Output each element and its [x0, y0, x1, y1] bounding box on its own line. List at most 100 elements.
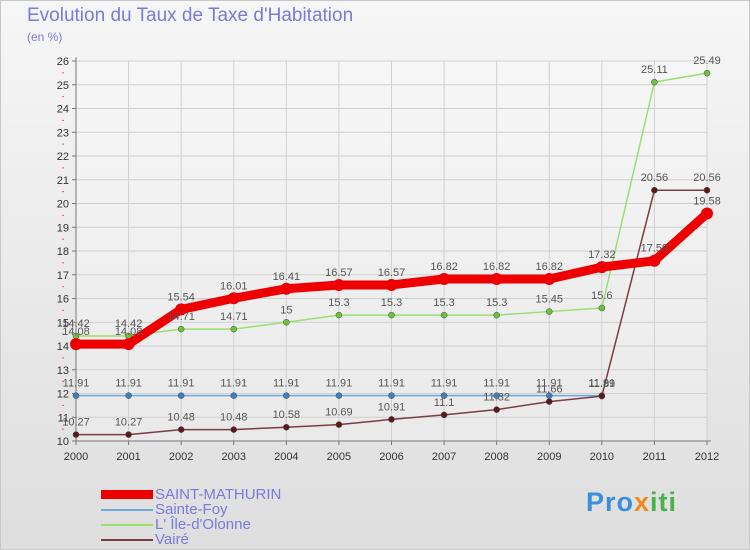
y-tick-label-16: 16 [57, 294, 69, 306]
data-point-vaire-2011 [651, 186, 658, 194]
data-point-sainte-foy-2003 [230, 392, 237, 399]
data-label-l-ile-d-olonne-2010: 15.6 [591, 290, 612, 302]
proxiti-logo: Proxiti [586, 487, 677, 518]
x-tick-label-2000: 2000 [64, 451, 88, 463]
y-tick-label-26: 26 [57, 56, 69, 68]
y-tick-label-25: 25 [57, 80, 69, 92]
data-label-sainte-foy-2002: 11.91 [168, 378, 195, 390]
data-point-vaire-2002 [177, 426, 185, 433]
legend-label-ile-d-olonne: L' Île-d'Olonne [155, 516, 251, 533]
data-label-vaire-2004: 10.58 [273, 409, 301, 421]
legend-item-vaire: Vairé [101, 532, 281, 547]
data-point-vaire-2004 [283, 423, 290, 431]
chart-title: Evolution du Taux de Taxe d'Habitation [27, 5, 354, 26]
data-point-sainte-foy-2006 [388, 392, 395, 399]
logo-part-1: Pro [586, 487, 635, 517]
data-label-saint-mathurin-2001: 14.08 [115, 326, 143, 338]
data-point-vaire-2001 [125, 431, 132, 438]
y-tick-label-11: 11 [58, 412, 69, 424]
y-tick-label-21: 21 [57, 175, 69, 187]
y-tick-label-17: 17 [57, 270, 69, 282]
data-label-vaire-2008: 11.32 [483, 392, 510, 404]
data-label-sainte-foy-2000: 11.91 [63, 378, 90, 390]
chart-subtitle: (en %) [27, 30, 63, 44]
x-tick-label-2004: 2004 [274, 451, 298, 463]
data-point-vaire-2012 [703, 186, 711, 194]
data-label-l-ile-d-olonne-2005: 15.3 [328, 297, 349, 309]
y-tick-label-13: 13 [57, 365, 69, 377]
data-point-sainte-foy-2000 [72, 392, 80, 399]
data-label-sainte-foy-2005: 11.91 [326, 378, 353, 390]
data-point-vaire-2010 [598, 392, 606, 400]
x-tick-label-2011: 2011 [643, 451, 667, 463]
data-point-vaire-2007 [440, 411, 448, 419]
data-label-saint-mathurin-2004: 16.41 [273, 271, 301, 283]
legend-label-saint-mathurin: SAINT-MATHURIN [155, 486, 282, 503]
data-point-saint-mathurin-2005 [332, 278, 345, 291]
data-label-saint-mathurin-2012: 19.58 [693, 195, 721, 207]
data-point-saint-mathurin-2001 [122, 338, 135, 351]
x-tick-label-2007: 2007 [432, 451, 456, 463]
y-tick-label-15: 15 [57, 317, 69, 329]
data-point-l-ile-d-olonne-2002 [177, 325, 185, 333]
data-label-vaire-2011: 20.56 [641, 172, 669, 184]
data-label-l-ile-d-olonne-2003: 14.71 [220, 311, 248, 323]
data-label-vaire-2006: 10.91 [378, 401, 406, 413]
data-point-vaire-2008 [493, 406, 500, 413]
legend-swatch-vaire [101, 538, 153, 541]
data-label-vaire-2007: 11.1 [434, 397, 455, 409]
x-tick-label-2005: 2005 [327, 451, 351, 463]
data-label-l-ile-d-olonne-2011: 25.11 [641, 64, 668, 76]
y-tick-label-10: 10 [57, 436, 69, 448]
data-point-vaire-2006 [388, 416, 395, 423]
logo-part-2: x [634, 487, 651, 517]
data-point-l-ile-d-olonne-2011 [651, 78, 658, 86]
legend-item-ile-d-olonne: L' Île-d'Olonne [101, 517, 281, 532]
x-tick-label-2001: 2001 [116, 451, 140, 463]
data-point-saint-mathurin-2012 [701, 207, 713, 220]
legend-swatch-sainte-foy [101, 508, 153, 511]
data-label-l-ile-d-olonne-2007: 15.3 [433, 297, 454, 309]
data-label-sainte-foy-2010: 11.91 [588, 378, 615, 390]
y-tick-label-20: 20 [57, 199, 69, 211]
data-point-saint-mathurin-2008 [490, 273, 503, 286]
data-label-l-ile-d-olonne-2004: 15 [280, 304, 292, 316]
x-tick-label-2008: 2008 [484, 451, 508, 463]
x-tick-label-2012: 2012 [695, 451, 719, 463]
data-label-vaire-2012: 20.56 [693, 172, 721, 184]
data-label-vaire-2010: 11.89 [588, 378, 615, 390]
data-point-vaire-2003 [230, 426, 237, 433]
data-point-saint-mathurin-2006 [385, 278, 398, 291]
data-point-sainte-foy-2007 [440, 392, 448, 399]
data-point-l-ile-d-olonne-2005 [335, 311, 343, 319]
data-label-sainte-foy-2009: 11.91 [536, 378, 563, 390]
y-tick-label-14: 14 [57, 341, 69, 353]
data-point-saint-mathurin-2000 [70, 338, 82, 351]
legend-label-sainte-foy: Sainte-Foy [155, 501, 228, 518]
y-tick-label-18: 18 [57, 246, 69, 258]
data-point-sainte-foy-2008 [493, 392, 500, 399]
data-point-vaire-2005 [335, 421, 343, 428]
data-label-sainte-foy-2007: 11.91 [431, 378, 458, 390]
data-label-l-ile-d-olonne-2006: 15.3 [381, 297, 402, 309]
data-label-l-ile-d-olonne-2002: 14.71 [167, 311, 195, 323]
legend-swatch-saint-mathurin [101, 490, 153, 499]
data-label-saint-mathurin-2008: 16.82 [483, 261, 511, 273]
data-label-vaire-2005: 10.69 [325, 407, 353, 419]
legend-swatch-ile-d-olonne [101, 523, 153, 526]
data-label-sainte-foy-2004: 11.91 [273, 378, 300, 390]
data-point-sainte-foy-2002 [177, 392, 185, 399]
data-point-vaire-2000 [72, 431, 80, 438]
legend-item-saint-mathurin: SAINT-MATHURIN [101, 487, 281, 502]
data-label-vaire-2000: 10.27 [62, 417, 90, 429]
y-tick-label-24: 24 [57, 104, 69, 116]
data-label-saint-mathurin-2009: 16.82 [535, 261, 563, 273]
data-label-l-ile-d-olonne-2001: 14.42 [115, 318, 143, 330]
data-point-sainte-foy-2005 [335, 392, 343, 399]
data-label-sainte-foy-2001: 11.91 [115, 378, 142, 390]
data-label-saint-mathurin-2010: 17.32 [588, 249, 616, 261]
data-label-sainte-foy-2003: 11.91 [220, 378, 247, 390]
data-label-saint-mathurin-2011: 17.59 [641, 243, 669, 255]
